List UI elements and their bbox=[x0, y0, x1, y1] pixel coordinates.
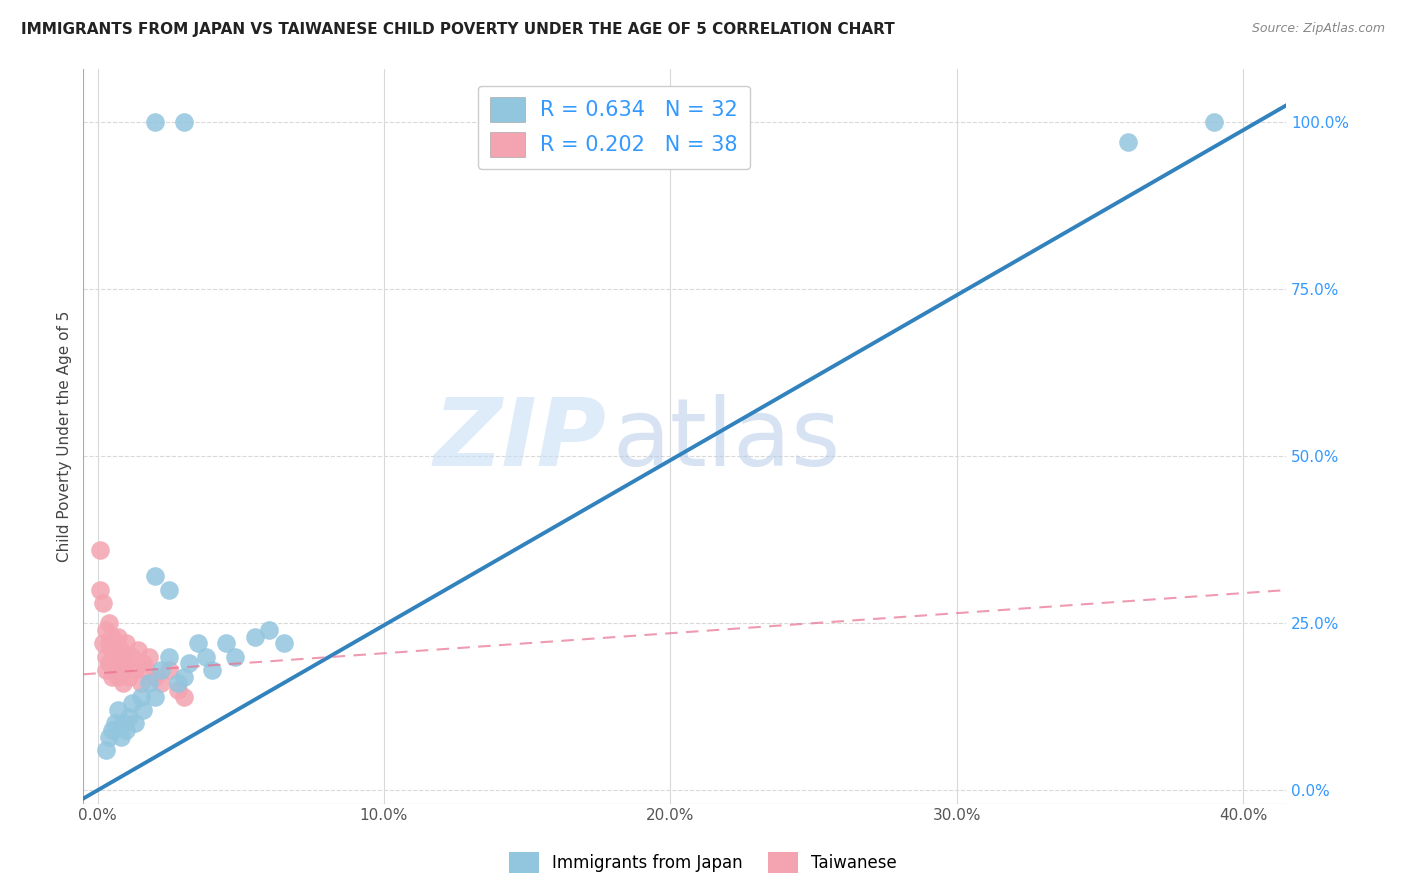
Point bbox=[149, 676, 172, 690]
Point bbox=[138, 649, 160, 664]
Point bbox=[1118, 135, 1140, 149]
Point bbox=[166, 676, 188, 690]
Point bbox=[112, 716, 135, 731]
Point bbox=[89, 582, 111, 597]
Point bbox=[96, 649, 118, 664]
Point bbox=[143, 115, 166, 129]
Point bbox=[107, 703, 129, 717]
Point bbox=[173, 670, 195, 684]
Point bbox=[101, 670, 124, 684]
Point bbox=[259, 623, 281, 637]
Point bbox=[201, 663, 224, 677]
Point bbox=[124, 663, 146, 677]
Point bbox=[110, 643, 132, 657]
Point bbox=[132, 657, 155, 671]
Point bbox=[110, 663, 132, 677]
Point bbox=[166, 683, 188, 698]
Point bbox=[98, 730, 121, 744]
Point bbox=[96, 623, 118, 637]
Point bbox=[91, 636, 114, 650]
Point bbox=[96, 663, 118, 677]
Point bbox=[118, 670, 141, 684]
Point bbox=[173, 690, 195, 704]
Point bbox=[149, 663, 172, 677]
Point bbox=[104, 649, 127, 664]
Point bbox=[115, 657, 138, 671]
Point bbox=[129, 690, 152, 704]
Legend: R = 0.634   N = 32, R = 0.202   N = 38: R = 0.634 N = 32, R = 0.202 N = 38 bbox=[478, 86, 749, 169]
Text: IMMIGRANTS FROM JAPAN VS TAIWANESE CHILD POVERTY UNDER THE AGE OF 5 CORRELATION : IMMIGRANTS FROM JAPAN VS TAIWANESE CHILD… bbox=[21, 22, 894, 37]
Point bbox=[98, 636, 121, 650]
Point bbox=[115, 636, 138, 650]
Point bbox=[195, 649, 218, 664]
Y-axis label: Child Poverty Under the Age of 5: Child Poverty Under the Age of 5 bbox=[58, 310, 72, 562]
Point bbox=[129, 676, 152, 690]
Legend: Immigrants from Japan, Taiwanese: Immigrants from Japan, Taiwanese bbox=[502, 846, 904, 880]
Point bbox=[112, 676, 135, 690]
Point bbox=[143, 690, 166, 704]
Point bbox=[96, 743, 118, 757]
Point bbox=[127, 643, 149, 657]
Point bbox=[101, 723, 124, 738]
Point bbox=[173, 115, 195, 129]
Point bbox=[112, 649, 135, 664]
Point bbox=[215, 636, 238, 650]
Point bbox=[98, 657, 121, 671]
Point bbox=[132, 703, 155, 717]
Point bbox=[187, 636, 209, 650]
Point bbox=[135, 663, 157, 677]
Point bbox=[101, 630, 124, 644]
Point bbox=[124, 716, 146, 731]
Point bbox=[104, 663, 127, 677]
Text: ZIP: ZIP bbox=[433, 393, 606, 486]
Point bbox=[118, 710, 141, 724]
Point bbox=[107, 670, 129, 684]
Point bbox=[224, 649, 246, 664]
Point bbox=[273, 636, 295, 650]
Point bbox=[107, 630, 129, 644]
Point bbox=[143, 670, 166, 684]
Text: Source: ZipAtlas.com: Source: ZipAtlas.com bbox=[1251, 22, 1385, 36]
Point bbox=[138, 676, 160, 690]
Point bbox=[98, 616, 121, 631]
Point bbox=[179, 657, 201, 671]
Point bbox=[121, 697, 143, 711]
Point bbox=[101, 643, 124, 657]
Point bbox=[104, 636, 127, 650]
Point bbox=[157, 663, 180, 677]
Point bbox=[121, 649, 143, 664]
Point bbox=[115, 723, 138, 738]
Point bbox=[91, 596, 114, 610]
Point bbox=[89, 542, 111, 557]
Text: atlas: atlas bbox=[613, 393, 841, 486]
Point bbox=[243, 630, 266, 644]
Point bbox=[104, 716, 127, 731]
Point bbox=[107, 657, 129, 671]
Point bbox=[1204, 115, 1226, 129]
Point bbox=[157, 582, 180, 597]
Point bbox=[143, 569, 166, 583]
Point bbox=[110, 730, 132, 744]
Point bbox=[157, 649, 180, 664]
